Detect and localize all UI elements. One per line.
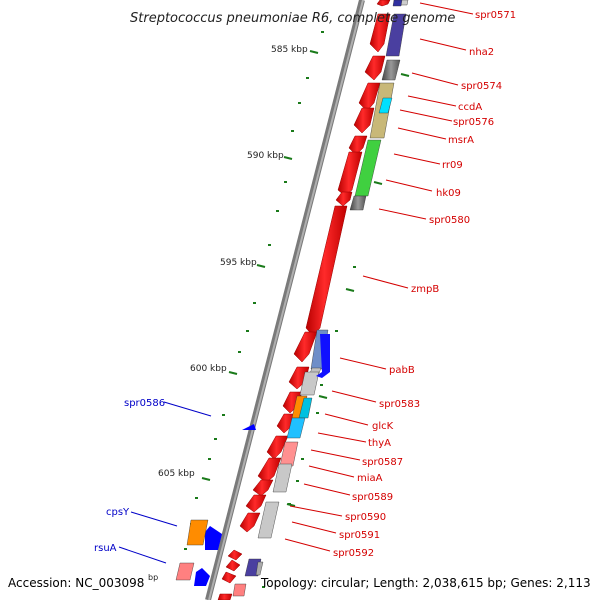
feature-box [272, 463, 293, 493]
gc-dot-track [184, 31, 356, 588]
cds-arrow [288, 366, 310, 390]
feature-box [354, 139, 382, 197]
tick-label: 595 kbp [220, 258, 257, 268]
cds-arrow [353, 107, 375, 134]
feature-box [279, 441, 299, 467]
gene-label: spr0571 [475, 10, 516, 21]
gene-label: spr0590 [345, 512, 386, 523]
cds-arrow [293, 331, 318, 363]
gene-label: nha2 [469, 47, 494, 58]
gene-label: thyA [368, 438, 391, 449]
bp-unit: bp [148, 573, 158, 582]
topology-summary: Topology: circular; Length: 2,038,615 bp… [260, 576, 591, 590]
cds-arrow [225, 559, 241, 572]
feature-box [286, 417, 306, 439]
reverse-gene-arrow [194, 568, 210, 586]
cds-arrow [245, 494, 267, 513]
gene-label: glcK [372, 421, 394, 432]
cds-arrow [227, 549, 243, 561]
cds-arrow [221, 571, 237, 584]
feature-box [255, 561, 264, 576]
gene-label: spr0580 [429, 215, 470, 226]
feature-box [392, 0, 403, 7]
feature-box [299, 371, 320, 396]
reverse-gene-arrow [205, 526, 222, 550]
tick-label: 600 kbp [190, 364, 227, 374]
cds-arrow [335, 191, 353, 207]
feature-box [298, 397, 313, 419]
map-title: Streptococcus pneumoniae R6, complete ge… [130, 11, 455, 26]
cds-arrow [348, 135, 368, 156]
reverse-genes [175, 334, 330, 586]
reverse-gene-arrow [316, 334, 330, 378]
gene-labels-right: spr0571 nha2 spr0574 ccdA spr0576 msrA r… [333, 10, 516, 559]
cds-arrow [266, 435, 289, 460]
accession: Accession: NC_003098 [8, 576, 144, 590]
gene-label: spr0576 [453, 117, 494, 128]
feature-box [175, 562, 195, 581]
feature-box [385, 13, 407, 57]
cds-arrow [358, 82, 381, 112]
reverse-gene-arrow [242, 424, 256, 430]
tick-label: 590 kbp [247, 151, 284, 161]
gene-label: spr0592 [333, 548, 374, 559]
feature-box [186, 519, 209, 546]
feature-box [378, 97, 393, 114]
gene-label: rr09 [442, 160, 463, 171]
cds-arrow [376, 0, 391, 7]
gene-leader-lines-left [118, 401, 212, 564]
gene-leader-lines-right [284, 2, 474, 552]
tick-marks [201, 50, 410, 507]
feature-box [257, 501, 280, 539]
gene-labels-left: spr0586 cpsY rsuA [94, 398, 165, 554]
gene-label: zmpB [411, 284, 439, 295]
cds-arrow [369, 13, 391, 53]
tick-label: 605 kbp [158, 469, 195, 479]
cds-arrow [305, 205, 348, 337]
cds-arrow [364, 55, 386, 81]
gene-label: pabB [389, 365, 415, 376]
genome-backbone [205, 0, 365, 600]
gene-label: spr0574 [461, 81, 502, 92]
cds-arrow [217, 593, 233, 600]
gene-label: spr0587 [362, 457, 403, 468]
gene-label: spr0586 [124, 398, 165, 409]
tick-label: 585 kbp [271, 45, 308, 55]
gene-label: rsuA [94, 543, 117, 554]
tick-labels: 585 kbp 590 kbp 595 kbp 600 kbp 605 kbp [158, 45, 308, 479]
gene-label: spr0583 [379, 399, 420, 410]
cds-arrow [239, 512, 261, 533]
gene-label: ccdA [458, 102, 482, 113]
cds-arrow [252, 479, 274, 497]
gene-label: hk09 [436, 188, 461, 199]
gene-label: spr0589 [352, 492, 393, 503]
gene-label: cpsY [106, 507, 130, 518]
feature-box [381, 59, 401, 81]
gene-label: spr0591 [339, 530, 380, 541]
feature-box [232, 583, 247, 597]
gene-label: msrA [448, 135, 474, 146]
forward-cds-arrows [217, 0, 391, 600]
feature-box [349, 195, 367, 211]
gene-label: miaA [357, 473, 383, 484]
cds-arrow [257, 457, 282, 484]
